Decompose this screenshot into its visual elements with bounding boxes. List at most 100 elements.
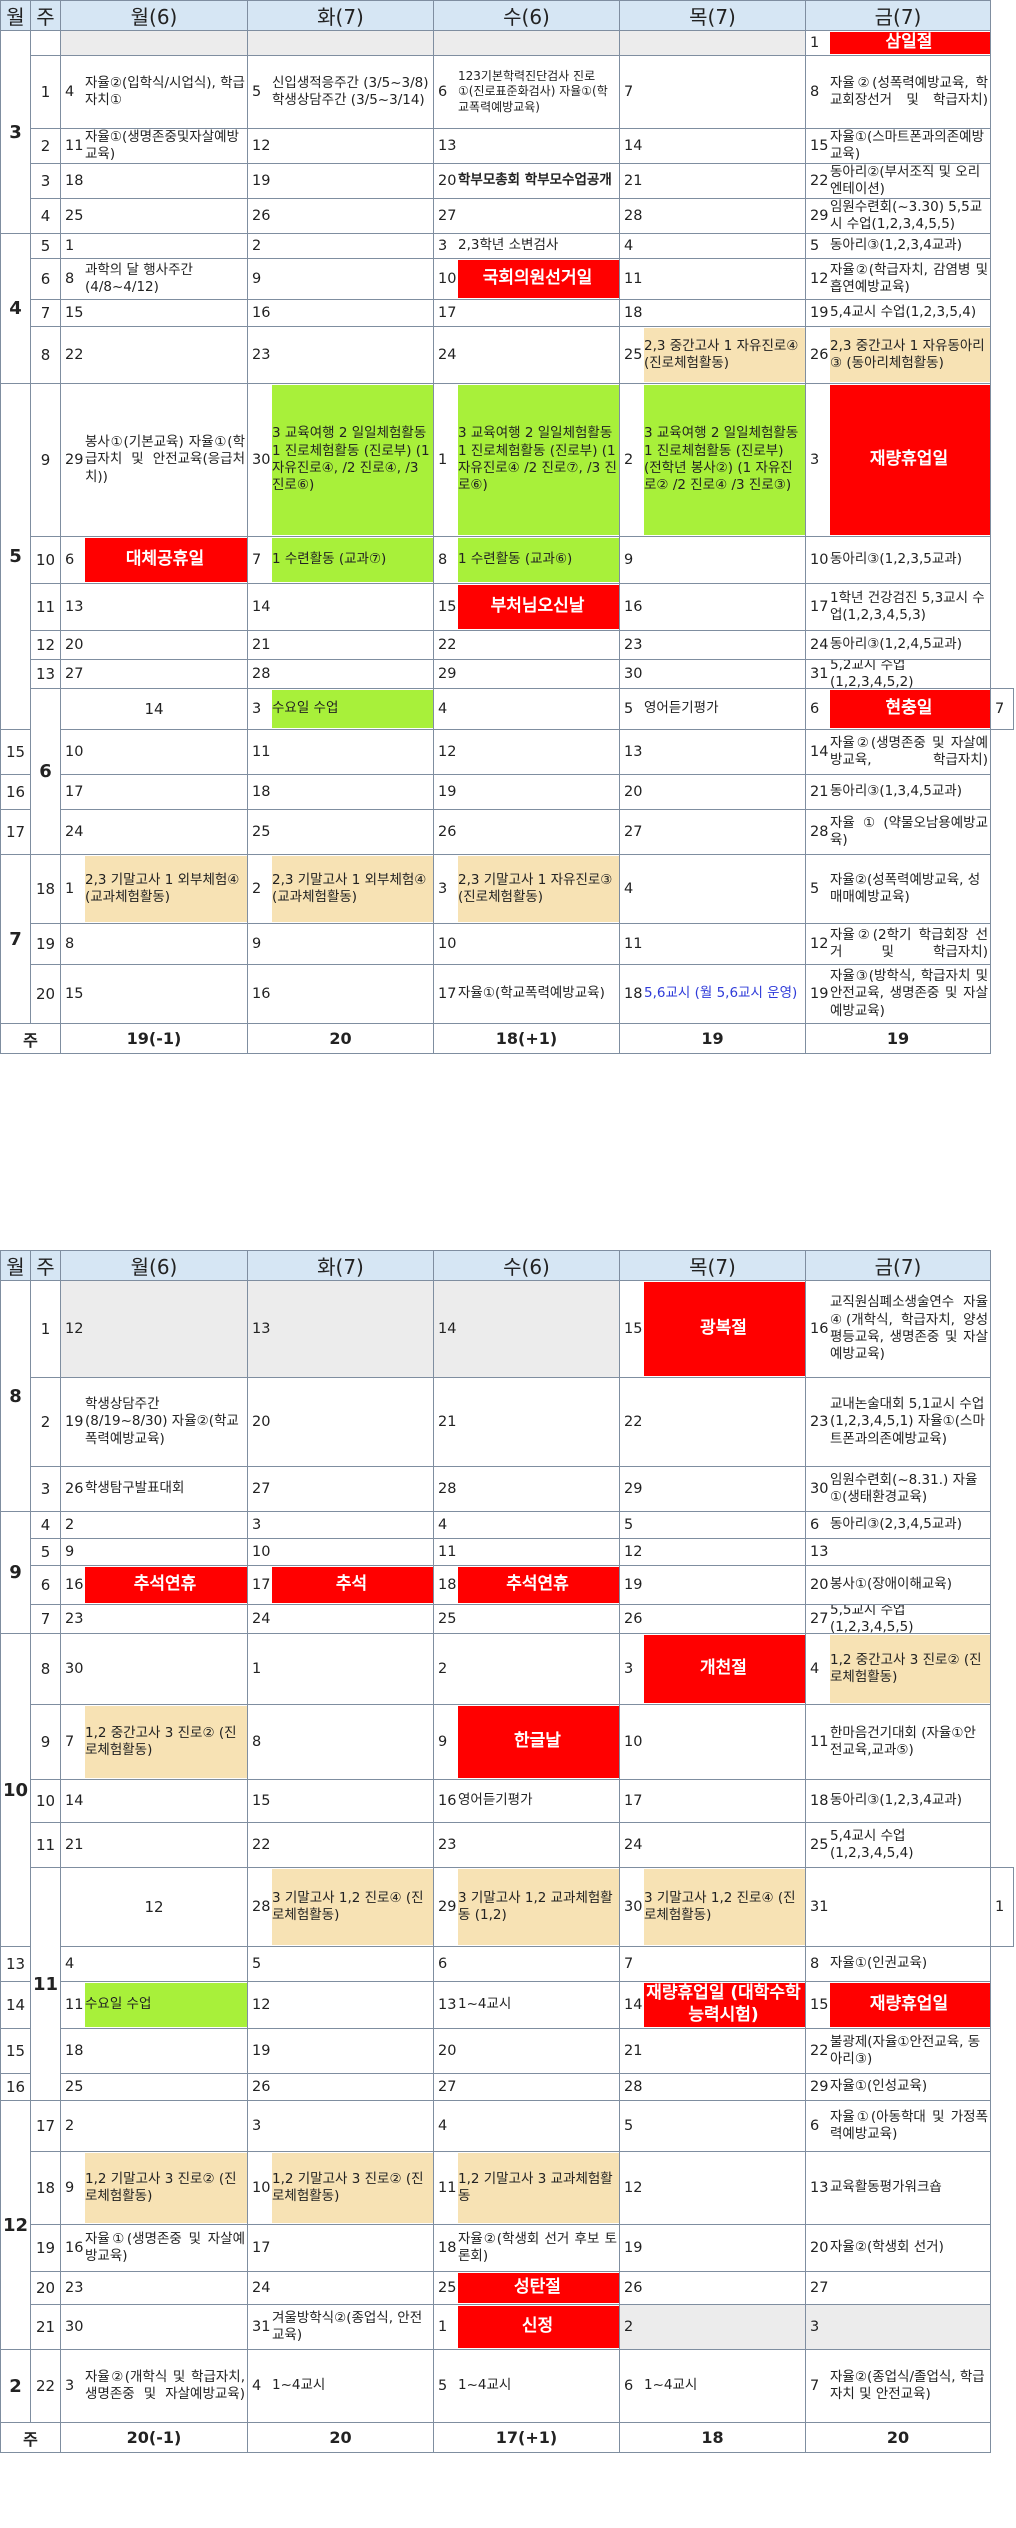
event-text <box>85 2124 247 2128</box>
date-number: 15 <box>810 1997 829 2013</box>
date-number: 26 <box>65 1481 84 1497</box>
week-number: 8 <box>30 1633 61 1705</box>
event-text <box>85 2286 247 2290</box>
total-value: 17(+1) <box>433 2422 620 2453</box>
holiday-label: 재량휴업일 <box>830 1983 990 2027</box>
date-number: 26 <box>252 2079 271 2095</box>
date-number: 11 <box>252 744 271 760</box>
event-text <box>458 1550 619 1554</box>
day-cell: 19 <box>619 2224 806 2272</box>
day-cell: 8 자율②(성폭력예방교육, 학교회장선거 및 학급자치) <box>805 55 991 129</box>
event-text <box>644 2286 805 2290</box>
date-number: 21 <box>65 1837 84 1853</box>
day-cell: 5 1~4교시 <box>433 2349 620 2423</box>
month-label: 2 <box>0 2349 31 2423</box>
date-number: 29 <box>65 452 84 468</box>
date-number: 3 <box>252 1517 262 1533</box>
week-number: 5 <box>30 233 61 259</box>
date-number: 18 <box>810 1793 829 1809</box>
event-text: 자율②(성폭력예방교육, 학교회장선거 및 학급자치) <box>830 73 990 112</box>
event-text-content: 한글날 <box>514 1731 561 1752</box>
event-text-content: 자율①(스마트폰과의존예방교육) <box>830 128 984 163</box>
event-text <box>272 353 433 357</box>
event-text <box>272 277 433 281</box>
date-number: 6 <box>810 1517 820 1533</box>
day-cell: 24 <box>433 326 620 384</box>
date-number: 15 <box>65 986 84 1002</box>
day-cell: 11 <box>619 258 806 300</box>
date-number: 21 <box>438 1414 457 1430</box>
date-number: 8 <box>438 552 448 568</box>
day-cell: 4 <box>619 854 806 924</box>
event-text-content: 수요일 수업 <box>85 1996 152 2013</box>
week-row: 15 10 11 12 13 14 자율②(생명존중 및 자살예방교육, 학급자치) <box>0 729 1014 775</box>
date-number: 6 <box>810 701 820 717</box>
date-number: 2 <box>252 238 262 254</box>
week-row: 2 19 학생상담주간 (8/19~8/30) 자율②(학교폭력예방교육) 20 21 2… <box>1 1377 1014 1467</box>
event-text: 5,5교시 수업(1,2,3,4,5,5) <box>830 1606 990 1633</box>
date-number: 4 <box>438 701 448 717</box>
day-cell: 28 <box>433 1466 620 1512</box>
date-number: 12 <box>624 1544 643 1560</box>
day-cell: 15 <box>247 1779 434 1823</box>
event-text <box>644 2325 805 2329</box>
date-number: 13 <box>438 1997 457 2013</box>
day-cell: 11 수요일 수업 <box>60 1981 248 2029</box>
day-header: 화(7) <box>247 0 434 31</box>
date-number: 1 <box>252 1661 262 1677</box>
event-text <box>644 2049 805 2053</box>
event-text <box>644 672 805 676</box>
date-number: 24 <box>252 1611 271 1627</box>
event-text <box>272 144 433 148</box>
date-number: 18 <box>252 784 271 800</box>
event-text: 3 교육여행 2 일일체험활동 1 진로체험활동 (진로부) (1 자유진로④,… <box>272 385 433 535</box>
date-number: 3 <box>252 701 262 717</box>
week-row: 10 8 30 1 2 3 개천절 4 1,2 중간고사 3 진로② (진로체험활동) <box>0 1633 1014 1947</box>
date-number: 14 <box>810 744 829 760</box>
date-number: 26 <box>624 2280 643 2296</box>
day-cell: 30 3 기말고사 1,2 진로④ (진로체험활동) <box>619 1867 806 1947</box>
event-text: 5,4교시 수업(1,2,3,4,5,4) <box>830 1826 990 1865</box>
day-cell: 3 재량휴업일 <box>805 383 991 537</box>
week-number: 16 <box>0 774 31 810</box>
date-number: 28 <box>810 824 829 840</box>
week-number: 20 <box>30 2271 61 2305</box>
day-cell <box>60 30 248 56</box>
event-text <box>644 90 805 94</box>
event-text: 1,2 중간고사 3 진로② (진로체험활동) <box>85 1706 247 1778</box>
date-number: 31 <box>252 2319 271 2335</box>
date-number: 8 <box>810 1956 820 1972</box>
day-cell: 25 5,4교시 수업(1,2,3,4,5,4) <box>805 1822 991 1868</box>
event-text: 자율①(인성교육) <box>830 2076 990 2097</box>
event-text: 1,2 기말고사 3 진로② (진로체험활동) <box>272 2153 433 2223</box>
event-text <box>272 2286 433 2290</box>
holiday-label: 추석연휴 <box>458 1567 619 1603</box>
date-number: 4 <box>65 84 75 100</box>
date-number: 15 <box>252 1793 271 1809</box>
event-text <box>644 942 805 946</box>
day-cell: 23 <box>60 1604 248 1634</box>
week-number: 7 <box>30 299 61 327</box>
date-number: 11 <box>438 1544 457 1560</box>
day-cell: 10 <box>247 1538 434 1566</box>
event-text: 2,3 중간고사 1 자유동아리③ (동아리체험활동) <box>830 328 990 382</box>
week-number: 9 <box>30 1704 61 1780</box>
date-number: 7 <box>810 2378 820 2394</box>
day-cell: 30 3 교육여행 2 일일체험활동 1 진로체험활동 (진로부) (1 자유진로… <box>247 383 434 537</box>
day-cell: 18 <box>60 163 248 199</box>
event-text <box>85 2325 247 2329</box>
day-cell: 17 <box>247 2224 434 2272</box>
event-text <box>85 2085 247 2089</box>
week-number: 7 <box>30 1604 61 1634</box>
day-cell: 13 <box>619 729 806 775</box>
event-text-content: 123기본학력진단검사 진로①(진로표준화검사) 자율①(학교폭력예방교육) <box>458 68 608 114</box>
date-number: 4 <box>624 238 634 254</box>
day-cell: 14 재량휴업일 (대학수학능력시험) <box>619 1981 806 2029</box>
day-cell: 18 <box>247 774 434 810</box>
event-text-content: 영어듣기평가 <box>458 1792 533 1809</box>
month-label: 4 <box>0 233 31 384</box>
event-text: 학생상담주간 (8/19~8/30) 자율②(학교폭력예방교육) <box>85 1394 247 1450</box>
day-cell: 3 자율②(개학식 및 학급자치, 생명존중 및 자살예방교육) <box>60 2349 248 2423</box>
day-cell: 15 <box>60 964 248 1024</box>
date-number: 25 <box>810 1837 829 1853</box>
